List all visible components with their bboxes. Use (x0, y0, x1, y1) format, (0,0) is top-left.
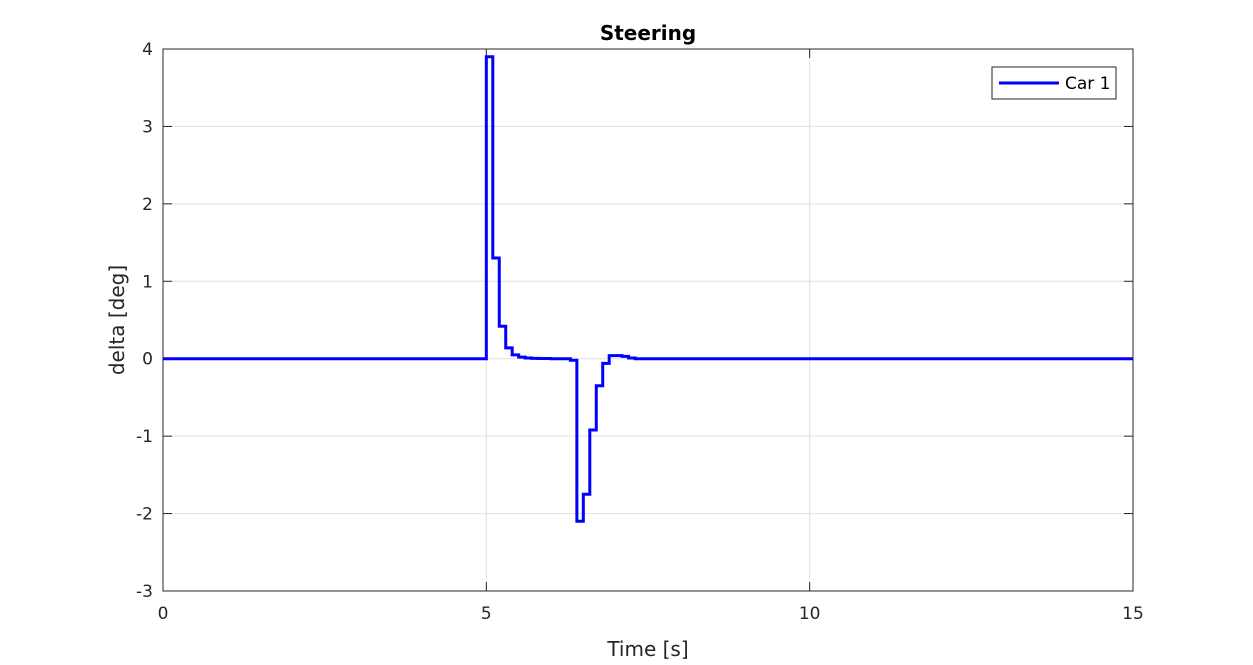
y-axis-label: delta [deg] (105, 265, 129, 375)
series-layer (163, 55, 1133, 523)
series-line-car-1 (163, 55, 1133, 523)
plot-area-frame (162, 48, 1134, 592)
legend: Car 1 (991, 66, 1117, 100)
y-tick-label: -3 (136, 582, 153, 602)
axis-ticks (162, 48, 1134, 592)
x-tick-label: 0 (158, 604, 169, 624)
grid (163, 49, 1133, 591)
x-axis-label: Time [s] (606, 637, 688, 661)
y-tick-label: 0 (142, 350, 153, 370)
y-tick-label: 4 (142, 40, 153, 60)
x-tick-labels: 0 5 10 15 (158, 604, 1144, 624)
y-tick-label: -1 (136, 427, 153, 447)
y-tick-label: 3 (142, 117, 153, 137)
chart-title: Steering (600, 21, 696, 45)
y-tick-label: -2 (136, 505, 153, 525)
y-tick-label: 2 (142, 195, 153, 215)
x-tick-label: 15 (1122, 604, 1144, 624)
x-tick-label: 10 (799, 604, 821, 624)
y-tick-label: 1 (142, 272, 153, 292)
x-tick-label: 5 (481, 604, 492, 624)
y-tick-labels: -3 -2 -1 0 1 2 3 4 (136, 40, 153, 602)
legend-label-car-1: Car 1 (1065, 74, 1111, 94)
